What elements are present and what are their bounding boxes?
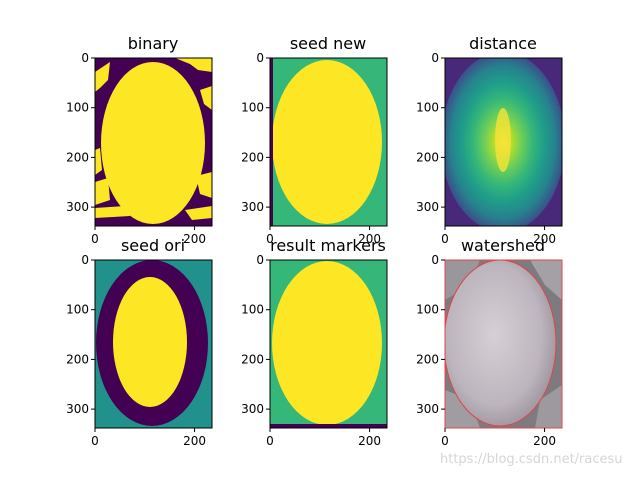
panel-distance: distance bbox=[444, 34, 563, 227]
seed-ori-image bbox=[95, 260, 212, 428]
y-tick-label: 0 bbox=[256, 253, 264, 267]
subplot-title: binary bbox=[128, 34, 179, 53]
y-tick-label: 200 bbox=[416, 150, 439, 164]
distance-image bbox=[445, 58, 562, 226]
y-tick-label: 0 bbox=[431, 51, 439, 65]
watershed-image bbox=[445, 260, 562, 428]
x-tick-label: 0 bbox=[441, 434, 449, 448]
x-tick-label: 0 bbox=[441, 232, 449, 246]
y-tick-label: 100 bbox=[66, 101, 89, 115]
y-tick-label: 0 bbox=[256, 51, 264, 65]
x-tick-label: 0 bbox=[266, 232, 274, 246]
y-tick-label: 200 bbox=[66, 150, 89, 164]
x-tick-label: 200 bbox=[533, 434, 556, 448]
y-tick-label: 0 bbox=[81, 51, 89, 65]
x-tick-label: 200 bbox=[183, 232, 206, 246]
y-tick-label: 300 bbox=[416, 200, 439, 214]
panel-seed-ori: seed ori bbox=[94, 236, 213, 429]
axis-ticks: 0 100 200 300 0 200 0 100 200 300 0 200 0 100 200 300 0 2… bbox=[66, 51, 556, 448]
y-tick-label: 300 bbox=[241, 200, 264, 214]
subplot-title: result markers bbox=[270, 236, 386, 255]
y-tick-label: 200 bbox=[241, 150, 264, 164]
x-tick-label: 0 bbox=[266, 434, 274, 448]
result-markers-image bbox=[270, 260, 387, 428]
x-tick-label: 200 bbox=[183, 434, 206, 448]
y-tick-label: 200 bbox=[66, 352, 89, 366]
y-tick-label: 100 bbox=[416, 303, 439, 317]
subplot-title: seed ori bbox=[121, 236, 185, 255]
panel-binary: binary bbox=[94, 34, 213, 227]
panel-seed-new: seed new bbox=[269, 34, 388, 227]
panel-watershed: watershed bbox=[444, 236, 563, 429]
y-tick-label: 0 bbox=[431, 253, 439, 267]
y-tick-label: 0 bbox=[81, 253, 89, 267]
y-tick-label: 100 bbox=[241, 101, 264, 115]
x-tick-label: 200 bbox=[358, 232, 381, 246]
y-tick-label: 300 bbox=[241, 402, 264, 416]
y-tick-label: 300 bbox=[416, 402, 439, 416]
subplot-title: seed new bbox=[290, 34, 366, 53]
y-tick-label: 300 bbox=[66, 200, 89, 214]
y-tick-label: 100 bbox=[66, 303, 89, 317]
x-tick-label: 0 bbox=[91, 232, 99, 246]
y-tick-label: 100 bbox=[241, 303, 264, 317]
y-tick-label: 300 bbox=[66, 402, 89, 416]
panel-result-markers: result markers bbox=[269, 236, 388, 429]
x-tick-label: 0 bbox=[91, 434, 99, 448]
binary-image bbox=[95, 58, 212, 226]
watermark: https://blog.csdn.net/racesu bbox=[440, 452, 623, 467]
x-tick-label: 200 bbox=[358, 434, 381, 448]
y-tick-label: 200 bbox=[241, 352, 264, 366]
subplot-title: watershed bbox=[461, 236, 545, 255]
subplot-title: distance bbox=[469, 34, 537, 53]
seed-new-image bbox=[270, 58, 387, 226]
y-tick-label: 200 bbox=[416, 352, 439, 366]
y-tick-label: 100 bbox=[416, 101, 439, 115]
x-tick-label: 200 bbox=[533, 232, 556, 246]
